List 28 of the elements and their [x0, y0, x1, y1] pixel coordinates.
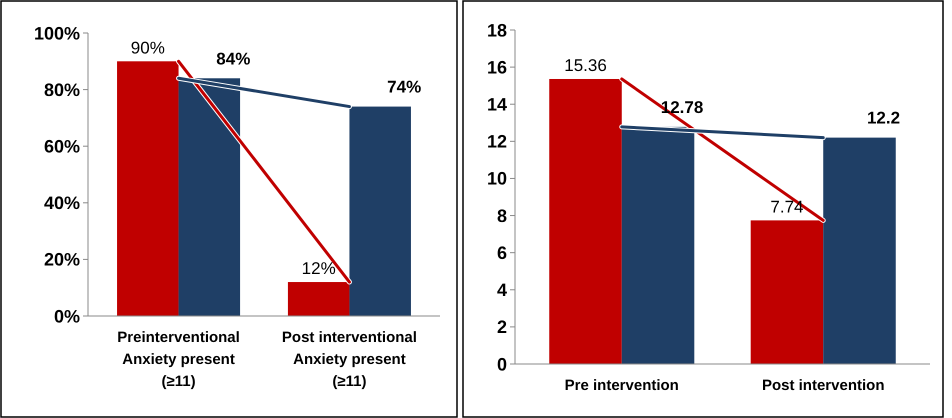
- x-tick-label: Post intervention: [762, 377, 884, 394]
- y-tick-label: 10: [486, 168, 507, 189]
- y-tick-label: 60%: [44, 136, 80, 156]
- data-label: 15.36: [564, 56, 607, 75]
- y-tick-label: 14: [486, 94, 507, 115]
- y-tick-label: 100%: [34, 23, 80, 44]
- y-tick-label: 20%: [44, 250, 80, 270]
- data-label: 12%: [302, 259, 336, 278]
- y-tick-label: 0: [496, 354, 507, 374]
- data-label: 7.74: [770, 197, 804, 216]
- y-tick-label: 0%: [54, 306, 80, 326]
- x-tick-label: Post interventional Anxiety present (≥11): [282, 329, 417, 390]
- y-tick-label: 40%: [44, 193, 80, 214]
- x-tick-label: Preinterventional Anxiety present (≥11): [117, 329, 240, 390]
- data-label: 74%: [387, 78, 422, 97]
- y-tick-label: 80%: [44, 80, 80, 100]
- y-tick-label: 6: [496, 242, 507, 263]
- data-label: 12.78: [660, 98, 704, 117]
- data-label: 90%: [130, 38, 165, 58]
- data-label: 12.2: [866, 108, 900, 128]
- y-tick-label: 8: [496, 206, 507, 226]
- y-tick-label: 2: [496, 317, 507, 338]
- data-label: 84%: [216, 49, 250, 68]
- y-tick-label: 18: [486, 20, 507, 40]
- y-tick-label: 4: [496, 280, 507, 300]
- y-tick-label: 16: [486, 57, 507, 78]
- x-tick-label: Pre intervention: [564, 377, 679, 394]
- y-tick-label: 12: [486, 132, 507, 152]
